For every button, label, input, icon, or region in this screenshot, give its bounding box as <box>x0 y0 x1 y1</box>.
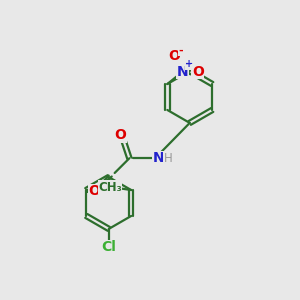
Text: -: - <box>178 46 183 56</box>
Text: Cl: Cl <box>100 180 114 194</box>
Text: O: O <box>88 184 100 198</box>
Text: H: H <box>164 152 172 165</box>
Text: O: O <box>115 128 127 142</box>
Text: +: + <box>185 59 193 69</box>
Text: CH₃: CH₃ <box>98 181 122 194</box>
Text: Cl: Cl <box>101 240 116 254</box>
Text: N: N <box>177 65 188 79</box>
Text: O: O <box>168 50 180 63</box>
Text: O: O <box>192 65 204 79</box>
Text: N: N <box>153 151 165 165</box>
